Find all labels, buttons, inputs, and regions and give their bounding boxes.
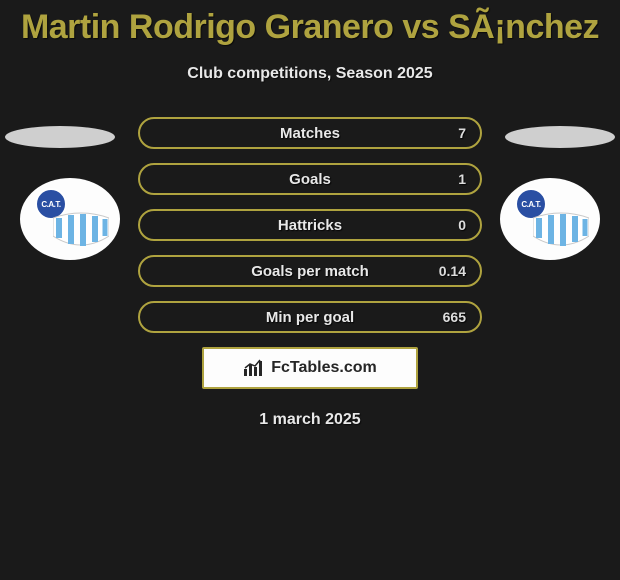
stat-right-value: 0 — [458, 217, 466, 233]
stat-label: Goals per match — [251, 263, 369, 280]
stat-label: Hattricks — [278, 217, 342, 234]
stats-container: Matches 7 Goals 1 Hattricks 0 Goals per … — [138, 117, 482, 333]
stat-right-value: 7 — [458, 125, 466, 141]
stat-row: Goals 1 — [138, 163, 482, 195]
brand-box[interactable]: FcTables.com — [202, 347, 418, 389]
stat-label: Min per goal — [266, 309, 354, 326]
stat-row: Hattricks 0 — [138, 209, 482, 241]
stat-right-value: 1 — [458, 171, 466, 187]
stat-right-value: 0.14 — [439, 263, 466, 279]
page-subtitle: Club competitions, Season 2025 — [0, 65, 620, 83]
club-stripes-left — [53, 208, 109, 254]
stat-row: Matches 7 — [138, 117, 482, 149]
page-title: Martin Rodrigo Granero vs SÃ¡nchez — [0, 0, 620, 47]
footer-date: 1 march 2025 — [0, 411, 620, 429]
stat-row: Min per goal 665 — [138, 301, 482, 333]
brand-text: FcTables.com — [271, 359, 377, 377]
club-stripes-right — [533, 208, 589, 254]
player-right-placeholder-ellipse — [505, 126, 615, 148]
stat-right-value: 665 — [443, 309, 466, 325]
bar-chart-icon — [243, 359, 265, 377]
stat-label: Matches — [280, 125, 340, 142]
club-badge-right: C.A.T. — [500, 178, 600, 260]
stat-row: Goals per match 0.14 — [138, 255, 482, 287]
stat-label: Goals — [289, 171, 331, 188]
club-badge-left: C.A.T. — [20, 178, 120, 260]
player-left-placeholder-ellipse — [5, 126, 115, 148]
